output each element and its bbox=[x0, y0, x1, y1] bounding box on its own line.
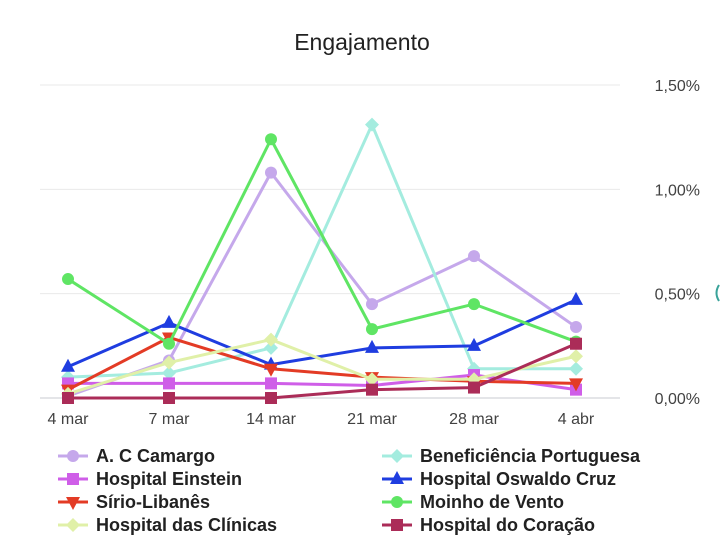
x-axis-ticks: 4 mar 7 mar 14 mar 21 mar 28 mar 4 abr bbox=[48, 411, 595, 428]
partial-edge-icon bbox=[715, 284, 720, 302]
legend-label: Hospital do Coração bbox=[420, 515, 595, 535]
x-tick-label: 21 mar bbox=[347, 411, 397, 428]
series-lines bbox=[61, 117, 583, 404]
y-axis-ticks: 0,00% 0,50% 1,00% 1,50% bbox=[655, 78, 700, 408]
data-point bbox=[264, 363, 278, 377]
series-line bbox=[67, 335, 577, 391]
data-point bbox=[569, 378, 583, 392]
data-point bbox=[62, 273, 74, 286]
data-point bbox=[366, 323, 378, 336]
x-tick-label: 7 mar bbox=[149, 411, 191, 428]
data-point bbox=[365, 339, 379, 353]
data-point bbox=[265, 133, 277, 146]
data-point bbox=[163, 392, 175, 404]
data-point bbox=[163, 377, 175, 390]
data-point bbox=[468, 250, 480, 263]
legend-label: A. C Camargo bbox=[96, 446, 215, 466]
data-point bbox=[265, 377, 277, 390]
data-point bbox=[468, 381, 480, 394]
series-group bbox=[61, 332, 583, 398]
x-tick-label: 4 abr bbox=[558, 411, 595, 428]
data-point bbox=[569, 361, 583, 376]
legend-item[interactable]: Hospital Einstein bbox=[58, 469, 242, 489]
legend-item[interactable]: A. C Camargo bbox=[58, 446, 215, 466]
legend-marker bbox=[66, 497, 80, 510]
legend-item[interactable]: Moinho de Vento bbox=[382, 492, 564, 512]
series-line bbox=[67, 123, 576, 379]
data-point bbox=[61, 358, 75, 372]
series-group bbox=[61, 332, 583, 401]
data-point bbox=[162, 355, 176, 370]
legend-label: Hospital das Clínicas bbox=[96, 515, 277, 535]
series-group bbox=[62, 166, 582, 402]
data-point bbox=[570, 321, 582, 334]
data-point bbox=[265, 392, 277, 404]
legend-marker bbox=[67, 450, 79, 462]
data-point bbox=[264, 332, 278, 347]
legend-label: Hospital Einstein bbox=[96, 469, 242, 489]
series-line bbox=[67, 171, 577, 398]
legend-marker bbox=[67, 473, 79, 485]
legend-marker bbox=[390, 471, 404, 484]
data-point bbox=[467, 337, 481, 351]
data-point bbox=[365, 117, 379, 132]
y-tick-label: 1,00% bbox=[655, 182, 700, 199]
legend-item[interactable]: Beneficiência Portuguesa bbox=[382, 446, 641, 466]
legend-item[interactable]: Hospital das Clínicas bbox=[58, 515, 277, 535]
legend-label: Hospital Oswaldo Cruz bbox=[420, 469, 616, 489]
x-tick-label: 14 mar bbox=[246, 411, 296, 428]
data-point bbox=[365, 372, 379, 387]
series-group bbox=[62, 133, 582, 350]
series-line bbox=[67, 298, 577, 369]
data-point bbox=[570, 337, 582, 350]
legend-marker bbox=[391, 519, 403, 531]
legend-marker bbox=[390, 449, 404, 463]
series-line bbox=[67, 137, 577, 346]
series-group bbox=[62, 337, 582, 404]
legend: A. C Camargo Beneficiência Portuguesa Hosp… bbox=[58, 446, 641, 535]
legend-label: Moinho de Vento bbox=[420, 492, 564, 512]
legend-marker bbox=[66, 518, 80, 532]
series-line bbox=[68, 342, 577, 400]
x-tick-label: 28 mar bbox=[449, 411, 499, 428]
chart-title: Engajamento bbox=[294, 29, 430, 55]
data-point bbox=[569, 291, 583, 305]
data-point bbox=[62, 392, 74, 404]
data-point bbox=[569, 349, 583, 364]
data-point bbox=[468, 298, 480, 311]
y-tick-label: 0,50% bbox=[655, 287, 700, 304]
legend-item[interactable]: Hospital do Coração bbox=[382, 515, 595, 535]
series-line bbox=[67, 338, 577, 396]
series-line bbox=[68, 373, 577, 392]
legend-item[interactable]: Hospital Oswaldo Cruz bbox=[382, 469, 616, 489]
data-point bbox=[264, 340, 278, 355]
legend-item[interactable]: Sírio-Libanês bbox=[58, 492, 210, 512]
x-tick-label: 4 mar bbox=[48, 411, 90, 428]
data-point bbox=[163, 337, 175, 350]
y-tick-label: 1,50% bbox=[655, 78, 700, 95]
grid bbox=[40, 84, 620, 399]
y-tick-label: 0,00% bbox=[655, 391, 700, 408]
data-point bbox=[162, 365, 176, 380]
legend-label: Sírio-Libanês bbox=[96, 492, 210, 512]
legend-marker bbox=[391, 496, 403, 508]
series-group bbox=[61, 117, 583, 385]
data-point bbox=[265, 166, 277, 179]
legend-label: Beneficiência Portuguesa bbox=[420, 446, 641, 466]
data-point bbox=[162, 314, 176, 328]
data-point bbox=[366, 383, 378, 396]
data-point bbox=[366, 298, 378, 311]
